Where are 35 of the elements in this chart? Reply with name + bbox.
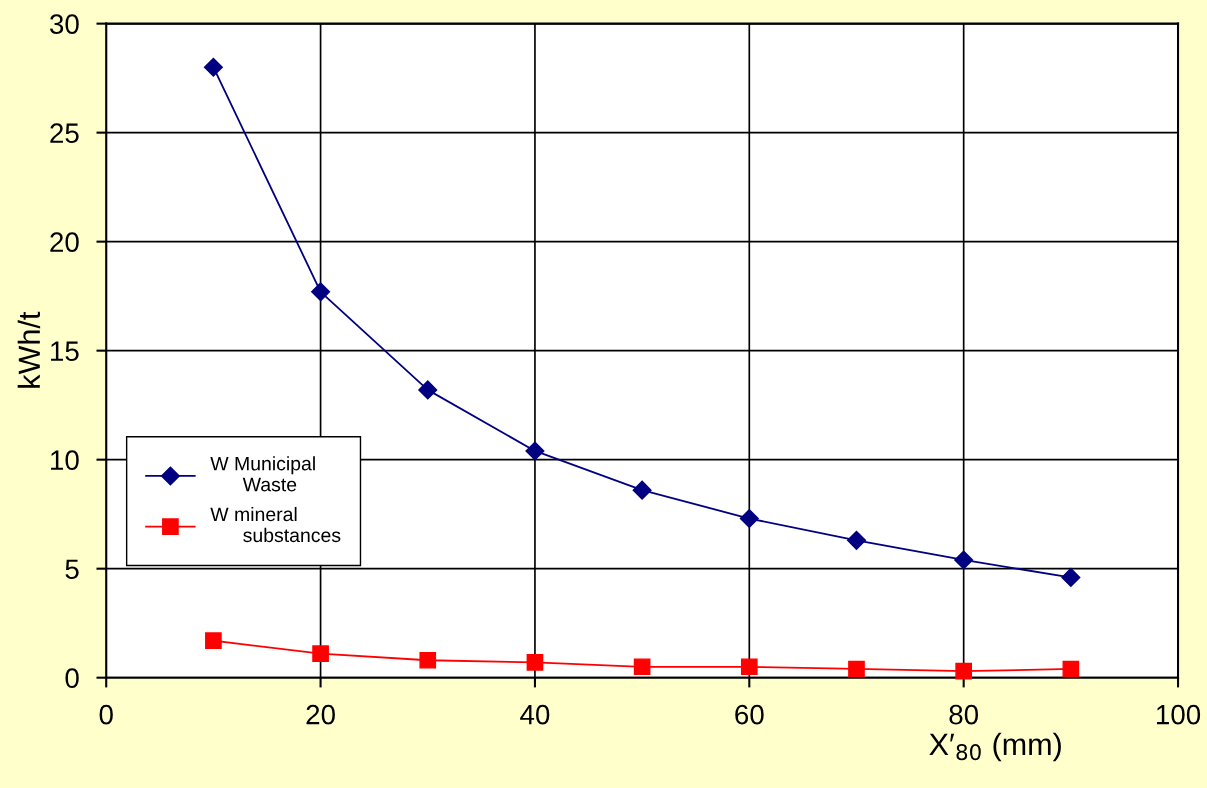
point [955, 662, 973, 680]
point [633, 658, 651, 676]
y-tick-label: 30 [49, 14, 79, 34]
y-axis-title: kWh/t [17, 311, 41, 388]
point [739, 508, 759, 529]
point [312, 645, 329, 663]
x-tick-label: 60 [735, 704, 764, 725]
point [205, 632, 222, 649]
x-tick-label: 100 [1156, 704, 1201, 725]
x-tick-label: 0 [99, 704, 113, 725]
point [848, 660, 865, 678]
x-axis-title: X′$_{80}$ (mm) [929, 732, 1061, 762]
point [419, 651, 437, 669]
y-tick-label: 0 [65, 668, 79, 689]
point [311, 282, 331, 302]
x-tick-label: 20 [306, 704, 335, 725]
y-tick-label: 25 [50, 123, 79, 143]
legend-label: W mineral substances [210, 506, 341, 543]
point [418, 380, 438, 400]
y-tick-label: 20 [50, 232, 79, 252]
y-tick-label: 5 [65, 559, 79, 580]
point [740, 658, 758, 676]
x-tick-label: 80 [949, 704, 979, 725]
point [954, 550, 974, 570]
point [846, 530, 867, 550]
legend-label: W Municipal Waste [210, 456, 315, 492]
y-tick-label: 10 [51, 450, 79, 471]
point [526, 654, 544, 671]
point [632, 480, 652, 500]
point [1062, 660, 1080, 678]
x-tick-label: 40 [520, 704, 550, 725]
point [203, 57, 223, 77]
y-tick-label: 15 [51, 341, 79, 361]
point [1061, 567, 1081, 587]
point [525, 441, 545, 461]
